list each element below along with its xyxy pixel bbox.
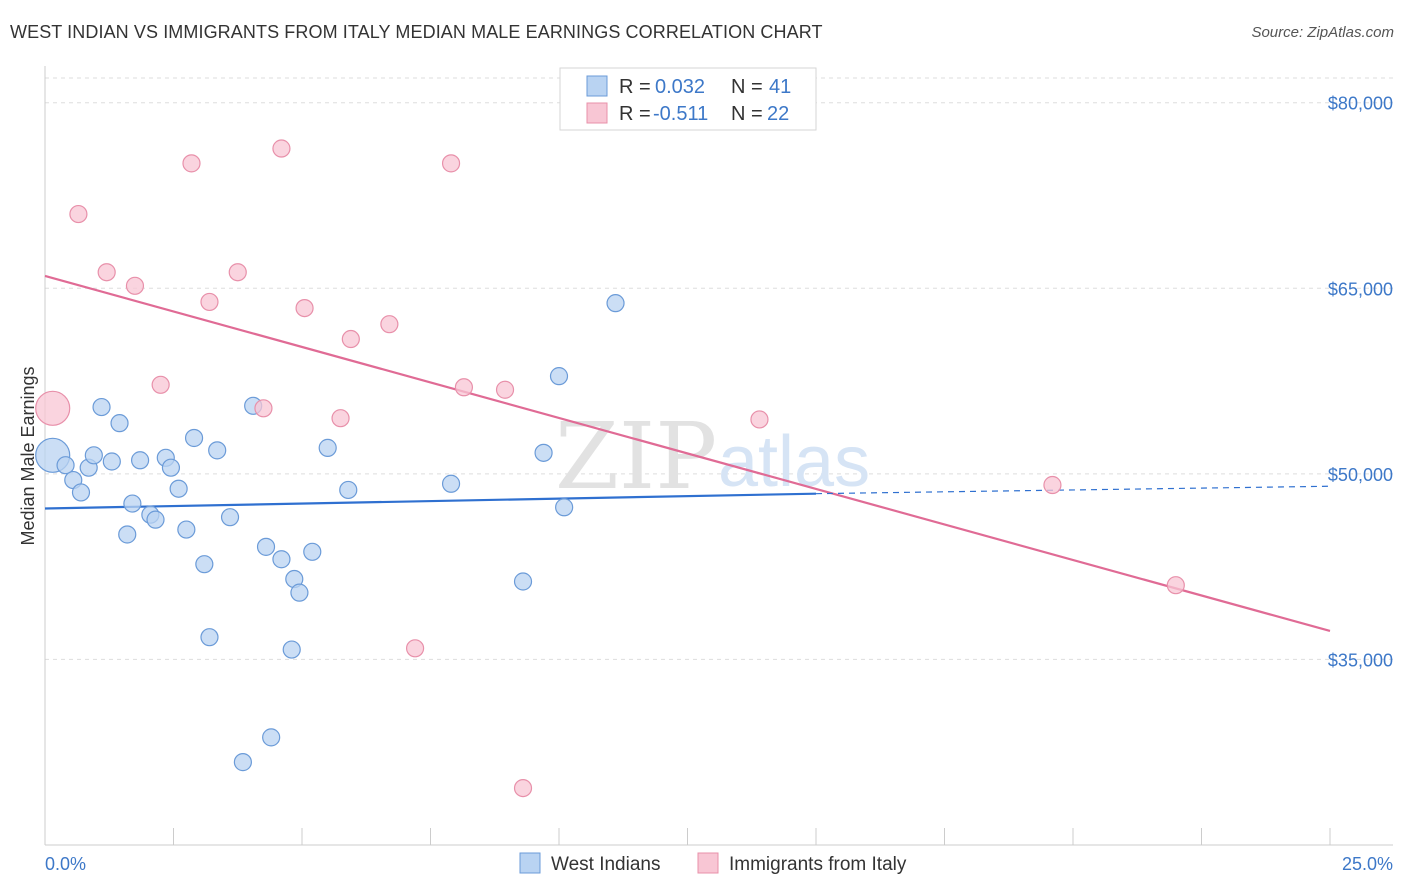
- y-tick-labels: $35,000 $50,000 $65,000 $80,000: [1328, 94, 1393, 671]
- point-west-indians-15: [161, 458, 181, 477]
- point-west-indians-36: [534, 443, 553, 462]
- series-legend-label-west-indians: West Indians: [551, 854, 660, 875]
- x-tick-label-min: 0.0%: [45, 854, 86, 874]
- series-legend: West Indians Immigrants from Italy: [519, 852, 907, 875]
- point-west-indians-33: [339, 480, 358, 500]
- series-legend-label-italy: Immigrants from Italy: [729, 854, 907, 875]
- point-west-indians-10: [123, 494, 142, 513]
- y-tick-label-2: $65,000: [1328, 279, 1393, 299]
- point-west-indians-32: [318, 438, 337, 457]
- point-italy-7: [228, 263, 247, 282]
- legend-swatch-pink: [586, 102, 608, 124]
- legend-n-label-2: N =: [731, 103, 763, 125]
- point-west-indians-9: [118, 525, 137, 544]
- point-west-indians-31: [303, 542, 322, 561]
- chart-source: Source: ZipAtlas.com: [1251, 24, 1394, 41]
- point-italy-13: [380, 315, 399, 334]
- point-west-indians-26: [262, 728, 281, 747]
- trend-layer: [44, 274, 1331, 633]
- point-italy-19: [750, 410, 769, 429]
- point-west-indians-13: [146, 510, 165, 529]
- point-west-indians-11: [130, 451, 150, 470]
- series-legend-swatch-west-indians: [519, 852, 541, 874]
- x-tick-labels: 0.0% 25.0%: [45, 854, 1393, 874]
- point-west-indians-18: [184, 428, 204, 448]
- watermark-zip: ZIP: [555, 403, 717, 510]
- point-italy-11: [331, 409, 350, 428]
- point-italy-16: [454, 378, 474, 397]
- point-italy-14: [405, 639, 425, 658]
- y-tick-label-0: $35,000: [1328, 650, 1393, 670]
- point-italy-1: [69, 204, 88, 224]
- point-italy-9: [272, 139, 291, 158]
- point-west-indians-8: [110, 414, 129, 433]
- point-italy-10: [295, 299, 314, 318]
- point-west-indians-25: [256, 537, 276, 556]
- point-italy-21: [1166, 576, 1185, 595]
- point-west-indians-5: [84, 446, 103, 465]
- watermark: ZIP atlas: [555, 403, 870, 510]
- point-west-indians-17: [177, 520, 196, 539]
- point-italy-20: [1043, 475, 1062, 495]
- point-west-indians-39: [606, 294, 625, 313]
- point-west-indians-28: [282, 640, 301, 659]
- point-italy-17: [495, 380, 515, 399]
- point-italy-4: [151, 375, 170, 394]
- point-west-indians-34: [441, 474, 461, 493]
- point-italy-18: [513, 778, 533, 798]
- trend-line-italy: [44, 274, 1331, 633]
- point-italy-0: [35, 390, 71, 426]
- point-west-indians-35: [513, 572, 533, 591]
- point-italy-6: [200, 292, 219, 312]
- trend-line-west-indians-extension: [815, 485, 1331, 495]
- legend-r-label-1: R =: [619, 76, 651, 98]
- point-west-indians-38: [555, 498, 574, 517]
- point-italy-8: [254, 399, 273, 418]
- legend-r-value-1: 0.032: [655, 76, 705, 98]
- point-italy-15: [441, 154, 461, 173]
- point-west-indians-1: [56, 456, 75, 475]
- trend-line-west-indians: [44, 492, 817, 510]
- point-west-indians-3: [71, 483, 91, 502]
- point-west-indians-27: [272, 550, 291, 569]
- point-west-indians-30: [290, 583, 309, 602]
- watermark-atlas: atlas: [718, 422, 870, 502]
- points-layer: [35, 139, 1185, 798]
- legend-n-value-2: 22: [767, 103, 789, 125]
- point-italy-2: [97, 263, 116, 282]
- grid-layer: [45, 77, 1393, 660]
- point-west-indians-20: [200, 628, 219, 647]
- point-west-indians-16: [169, 479, 188, 498]
- legend-n-label-1: N =: [731, 76, 763, 98]
- x-tick-label-max: 25.0%: [1342, 854, 1393, 874]
- point-west-indians-21: [208, 441, 227, 460]
- legend-r-value-2: -0.511: [653, 103, 708, 125]
- legend-n-value-1: 41: [769, 76, 791, 98]
- stats-legend: R = 0.032 N = 41 R = -0.511 N = 22: [559, 67, 817, 131]
- y-tick-label-1: $50,000: [1328, 465, 1393, 485]
- series-legend-swatch-italy: [697, 852, 719, 874]
- point-west-indians-37: [549, 367, 569, 386]
- point-west-indians-23: [233, 753, 252, 772]
- point-italy-3: [125, 276, 145, 295]
- point-west-indians-7: [102, 452, 121, 471]
- point-west-indians-19: [195, 555, 214, 574]
- point-italy-12: [341, 329, 360, 349]
- chart-title: WEST INDIAN VS IMMIGRANTS FROM ITALY MED…: [10, 22, 823, 42]
- point-west-indians-6: [92, 397, 111, 417]
- legend-r-label-2: R =: [619, 103, 651, 125]
- point-italy-5: [182, 154, 201, 173]
- point-west-indians-22: [220, 508, 240, 527]
- y-tick-label-3: $80,000: [1328, 94, 1393, 114]
- legend-swatch-blue: [586, 75, 608, 97]
- y-axis-title: Median Male Earnings: [18, 366, 38, 545]
